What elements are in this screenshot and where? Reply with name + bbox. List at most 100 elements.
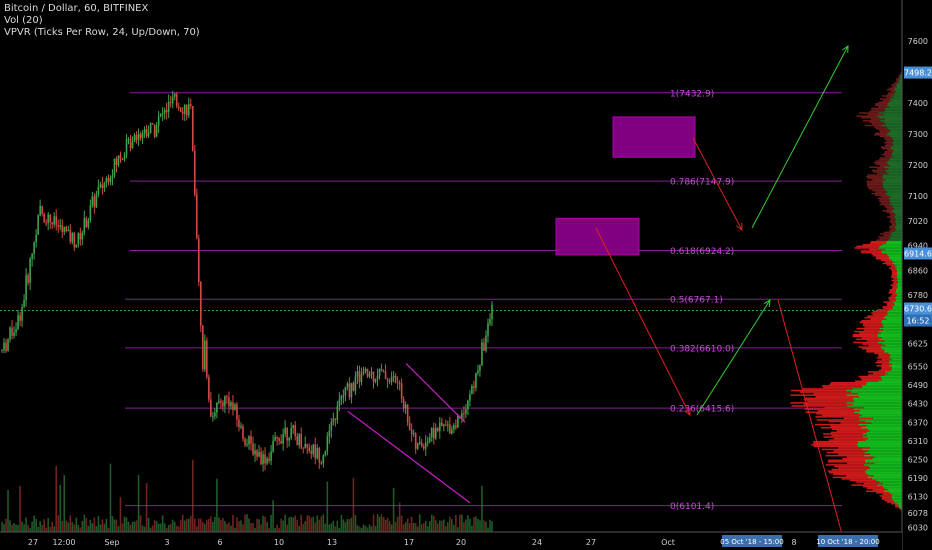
profile-up <box>888 236 902 238</box>
candle <box>5 342 7 352</box>
candle <box>463 413 465 415</box>
candle <box>483 342 485 351</box>
profile-up <box>888 101 902 103</box>
profile-down <box>888 298 896 300</box>
profile-down <box>890 228 896 231</box>
profile-up <box>895 299 902 302</box>
volume-bar <box>177 526 180 532</box>
volume-bar <box>238 521 240 532</box>
candle <box>204 340 206 370</box>
profile-up <box>882 323 902 325</box>
profile-up <box>884 487 902 489</box>
profile-down <box>864 124 882 127</box>
profile-down <box>890 284 897 286</box>
profile-down <box>896 79 899 82</box>
profile-down <box>900 509 902 511</box>
volume-bar <box>485 521 487 532</box>
profile-up <box>894 227 902 229</box>
profile-down <box>874 134 887 136</box>
volume-bar <box>320 516 323 532</box>
profile-down <box>821 448 862 451</box>
volume-bar <box>83 514 86 532</box>
volume-bar <box>424 520 427 532</box>
price-badge-label: 7498.2 <box>904 69 932 78</box>
profile-up <box>887 163 902 165</box>
profile-down <box>873 372 888 375</box>
volume-bar <box>404 522 407 532</box>
profile-down <box>888 230 895 232</box>
volume-bar <box>465 519 467 532</box>
profile-down <box>859 112 879 114</box>
volume-bar <box>432 515 435 532</box>
candle <box>119 155 122 159</box>
profile-up <box>895 214 902 217</box>
profile-down <box>887 208 894 210</box>
profile-up <box>882 329 902 331</box>
volume-bar <box>354 515 357 532</box>
candle <box>165 109 168 113</box>
volume-bar <box>193 518 196 532</box>
fibonacci-levels: 1(7432.9) 0.786(7147.9) 0.618(6924.2) 0.5(6… <box>0 89 902 512</box>
profile-up <box>887 191 902 193</box>
profile-down <box>877 197 889 200</box>
candle <box>193 150 196 195</box>
profile-up <box>893 96 902 99</box>
candle <box>424 442 427 449</box>
candle <box>87 220 90 227</box>
profile-down <box>859 321 881 324</box>
volume-bar <box>55 466 58 532</box>
profile-down <box>871 312 887 314</box>
volume-bar <box>29 527 31 532</box>
profile-down <box>790 394 847 396</box>
profile-up <box>893 89 902 91</box>
candle <box>99 184 102 187</box>
volume-bar <box>300 514 303 532</box>
profile-up <box>864 461 902 463</box>
volume-bar <box>230 525 232 532</box>
profile-down <box>861 251 882 254</box>
volume-bar <box>169 523 172 532</box>
profile-down <box>892 282 898 285</box>
volume-bar <box>308 515 311 532</box>
profile-down <box>892 85 897 88</box>
profile-up <box>889 237 902 240</box>
candle <box>133 134 136 143</box>
volume-bar <box>173 521 176 532</box>
profile-up <box>865 439 902 441</box>
profile-up <box>886 253 902 255</box>
profile-up <box>881 377 902 379</box>
profile-up <box>882 244 902 246</box>
profile-down <box>891 279 897 282</box>
profile-down <box>878 354 891 356</box>
profile-down <box>873 161 887 164</box>
candle <box>149 123 152 133</box>
profile-down <box>881 147 891 150</box>
profile-down <box>875 258 889 260</box>
profile-down <box>826 451 865 454</box>
candle <box>224 396 226 407</box>
volume-bar <box>145 483 148 532</box>
candle <box>481 342 483 366</box>
profile-up <box>887 372 902 375</box>
candle <box>384 371 387 380</box>
profile-down <box>830 425 867 427</box>
profile-down <box>856 245 880 248</box>
profile-up <box>891 234 902 237</box>
candle <box>125 139 128 156</box>
volume-bar <box>135 520 138 532</box>
candle <box>440 422 443 427</box>
profile-up <box>897 273 902 276</box>
profile-down <box>861 320 882 322</box>
profile-down <box>876 492 890 494</box>
candle <box>274 437 276 441</box>
profile-up <box>891 209 902 212</box>
profile-up <box>890 146 902 148</box>
profile-up <box>865 459 902 462</box>
profile-down <box>879 98 890 100</box>
candle <box>195 194 198 239</box>
profile-down <box>881 496 892 499</box>
candle <box>240 426 242 428</box>
arrow-down-1 <box>692 137 743 231</box>
